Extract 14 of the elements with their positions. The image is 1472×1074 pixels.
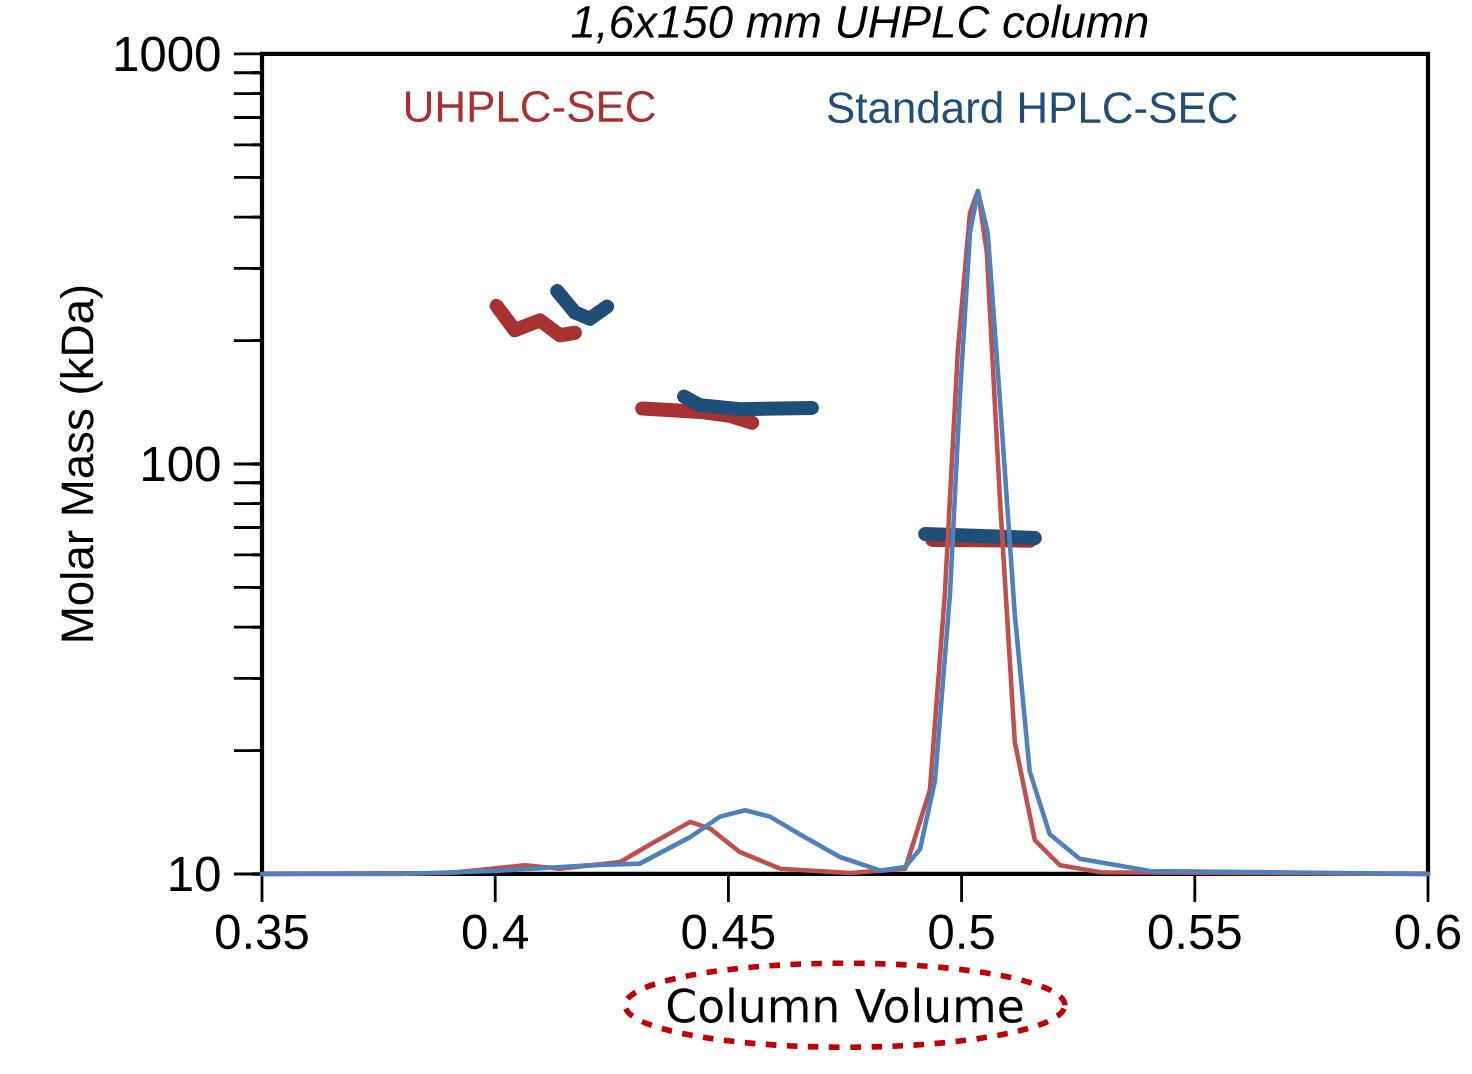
- x-tick-label: 0.5: [929, 914, 994, 950]
- x-tick-label: 0.4: [462, 914, 528, 950]
- x-tick-label: 0.45: [682, 914, 775, 950]
- x-tick-label: 0.55: [1148, 914, 1241, 950]
- text: UHPLC-SEC: [406, 91, 655, 123]
- text: Standard HPLC-SEC: [827, 90, 1237, 124]
- y-tick-label: 10: [170, 856, 220, 892]
- x-tick-label: 0.35: [216, 914, 308, 950]
- x-axis-title: Column Volume: [667, 987, 1023, 1023]
- y-tick-label: 100: [143, 446, 220, 482]
- x-tick-label: 0.6: [1395, 914, 1461, 950]
- chart-title: 1,6x150 mm UHPLC column: [571, 4, 1148, 44]
- y-axis-title: Molar Mass (kDa): [59, 286, 103, 641]
- y-tick-label: 1000: [115, 36, 220, 72]
